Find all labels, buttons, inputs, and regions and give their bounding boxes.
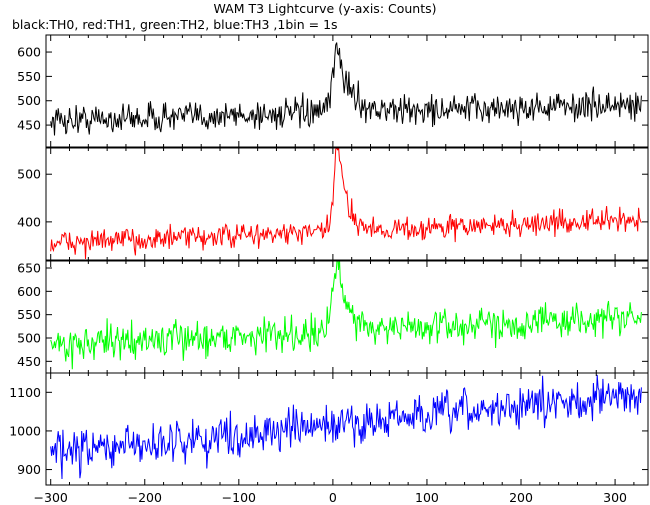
x-tick-label-300: 300 <box>603 490 627 505</box>
y-tick-label-900: 900 <box>17 462 41 477</box>
panel-th0-frame <box>45 34 649 148</box>
y-tick-label-600: 600 <box>17 284 41 299</box>
x-tick-label-0: 0 <box>329 490 337 505</box>
y-tick-label-650: 650 <box>17 261 41 276</box>
y-tick-label-600: 600 <box>17 45 41 60</box>
y-tick-label-500: 500 <box>17 93 41 108</box>
y-tick-label-500: 500 <box>17 167 41 182</box>
y-tick-label-450: 450 <box>17 118 41 133</box>
y-tick-label-550: 550 <box>17 307 41 322</box>
y-tick-label-450: 450 <box>17 354 41 369</box>
panel-th2-frame <box>45 260 649 374</box>
x-tick-label--100: −100 <box>222 490 256 505</box>
series-th0-line <box>50 42 642 136</box>
y-tick-label-400: 400 <box>17 214 41 229</box>
y-tick-label-1000: 1000 <box>9 423 41 438</box>
panel-th1-frame <box>45 147 649 261</box>
y-tick-label-1100: 1100 <box>9 385 41 400</box>
y-tick-label-500: 500 <box>17 331 41 346</box>
x-tick-label--200: −200 <box>128 490 162 505</box>
x-tick-label--300: −300 <box>34 490 68 505</box>
series-th1-line <box>50 148 642 260</box>
x-tick-label-100: 100 <box>415 490 439 505</box>
chart-title: WAM T3 Lightcurve (y-axis: Counts) <box>213 1 437 16</box>
series-th2-line <box>50 261 642 370</box>
x-tick-label-200: 200 <box>509 490 533 505</box>
chart-subtitle: black:TH0, red:TH1, green:TH2, blue:TH3 … <box>12 17 338 32</box>
y-tick-label-550: 550 <box>17 69 41 84</box>
panel-th3-frame <box>45 372 649 486</box>
series-th3-line <box>50 374 642 480</box>
